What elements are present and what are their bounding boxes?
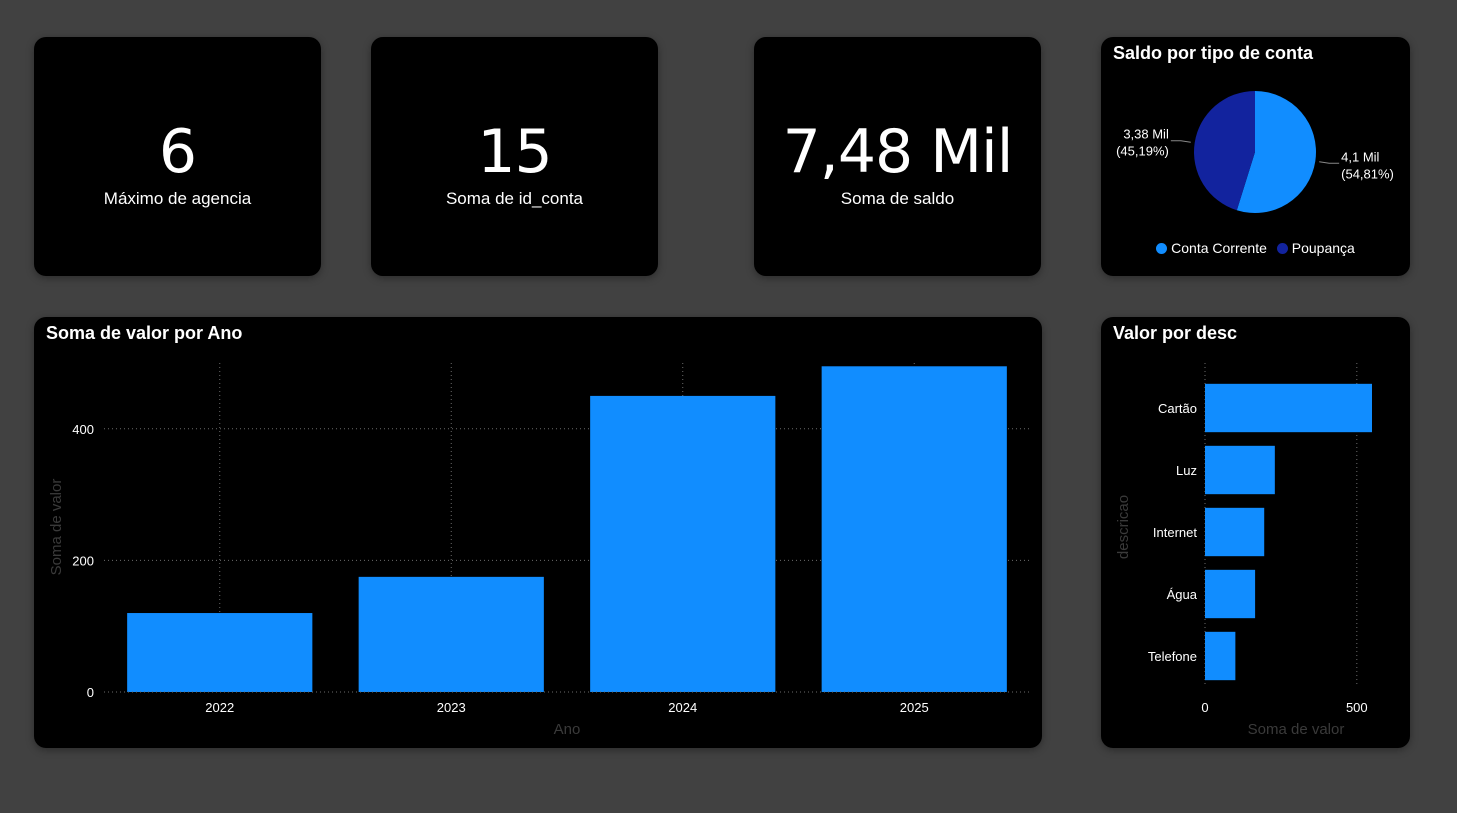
x-tick-label: 2024: [668, 700, 697, 715]
kpi-card-saldo[interactable]: 7,48 Mil Soma de saldo: [754, 37, 1041, 276]
pie-data-label-percent: (54,81%): [1341, 166, 1394, 181]
pie-chart: 4,1 Mil (54,81%) 3,38 Mil (45,19%): [1116, 91, 1394, 213]
bar-Luz[interactable]: [1205, 445, 1275, 495]
x-tick-label: 2023: [437, 700, 466, 715]
x-tick-label: 2025: [900, 700, 929, 715]
y-tick-label: Telefone: [1148, 649, 1197, 664]
legend-label: Conta Corrente: [1171, 240, 1267, 256]
kpi-value: 7,48 Mil: [782, 117, 1014, 187]
bar-Internet[interactable]: [1205, 507, 1265, 557]
pie-data-label-value: 4,1 Mil: [1341, 149, 1379, 164]
y-tick-label: 400: [72, 422, 94, 437]
legend-label: Poupança: [1291, 240, 1355, 256]
kpi-label: Soma de saldo: [840, 189, 955, 208]
bar-Água[interactable]: [1205, 569, 1256, 619]
kpi-card-id-conta[interactable]: 15 Soma de id_conta: [371, 37, 658, 276]
y-axis-title: Soma de valor: [48, 479, 65, 576]
pie-leader-line: [1319, 161, 1340, 164]
pie-legend: Conta Corrente Poupança: [1101, 240, 1410, 257]
x-axis-title: Ano: [554, 721, 581, 738]
y-tick-label: 0: [87, 685, 94, 700]
chart-title: Saldo por tipo de conta: [1113, 43, 1314, 63]
y-axis-title: descricao: [1115, 495, 1132, 559]
pie-slice-1[interactable]: [1194, 91, 1255, 211]
x-axis-title: Soma de valor: [1248, 721, 1345, 738]
bar-chart-card[interactable]: Valor por desc 0 500 Cartão Luz Internet Água…: [1101, 317, 1410, 748]
pie-data-label-value: 3,38 Mil: [1123, 127, 1169, 142]
y-tick-label: Internet: [1153, 525, 1197, 540]
bar-Telefone[interactable]: [1205, 631, 1236, 681]
kpi-card-agencia[interactable]: 6 Máximo de agencia: [34, 37, 321, 276]
x-tick-label: 2022: [205, 700, 234, 715]
bar-2022[interactable]: [127, 613, 313, 692]
bar-Cartão[interactable]: [1205, 383, 1372, 433]
column-chart: 0 200 400 2022 2023 2024 2025 Ano Soma de valor: [48, 363, 1030, 738]
x-tick-label: 500: [1346, 700, 1368, 715]
y-tick-label: Luz: [1176, 463, 1197, 478]
legend-item-poupanca[interactable]: Poupança: [1276, 240, 1355, 256]
y-tick-label: Cartão: [1158, 401, 1197, 416]
legend-dot: [1156, 242, 1168, 254]
bar-2023[interactable]: [358, 576, 544, 692]
y-tick-label: Água: [1167, 587, 1198, 602]
chart-title: Valor por desc: [1113, 323, 1238, 343]
bar-2025[interactable]: [821, 366, 1007, 692]
pie-leader-line: [1170, 140, 1191, 143]
pie-data-label-percent: (45,19%): [1116, 144, 1169, 159]
legend-dot: [1276, 242, 1288, 254]
pie-chart-card[interactable]: Saldo por tipo de conta 4,1 Mil (54,81%) 3…: [1101, 37, 1410, 276]
bar-2024[interactable]: [590, 395, 776, 692]
legend-item-conta-corrente[interactable]: Conta Corrente: [1156, 240, 1267, 256]
horizontal-bar-chart: 0 500 Cartão Luz Internet Água Telefone Soma de…: [1115, 363, 1372, 738]
x-tick-label: 0: [1201, 700, 1208, 715]
y-tick-label: 200: [72, 553, 94, 568]
kpi-value: 15: [477, 117, 552, 187]
pie-slice-0[interactable]: [1236, 91, 1316, 213]
chart-title: Soma de valor por Ano: [46, 323, 243, 343]
kpi-label: Soma de id_conta: [445, 189, 584, 208]
kpi-value: 6: [158, 117, 197, 187]
column-chart-card[interactable]: Soma de valor por Ano 0 200 400 2022 2023 202…: [34, 317, 1042, 748]
kpi-label: Máximo de agencia: [103, 189, 252, 208]
